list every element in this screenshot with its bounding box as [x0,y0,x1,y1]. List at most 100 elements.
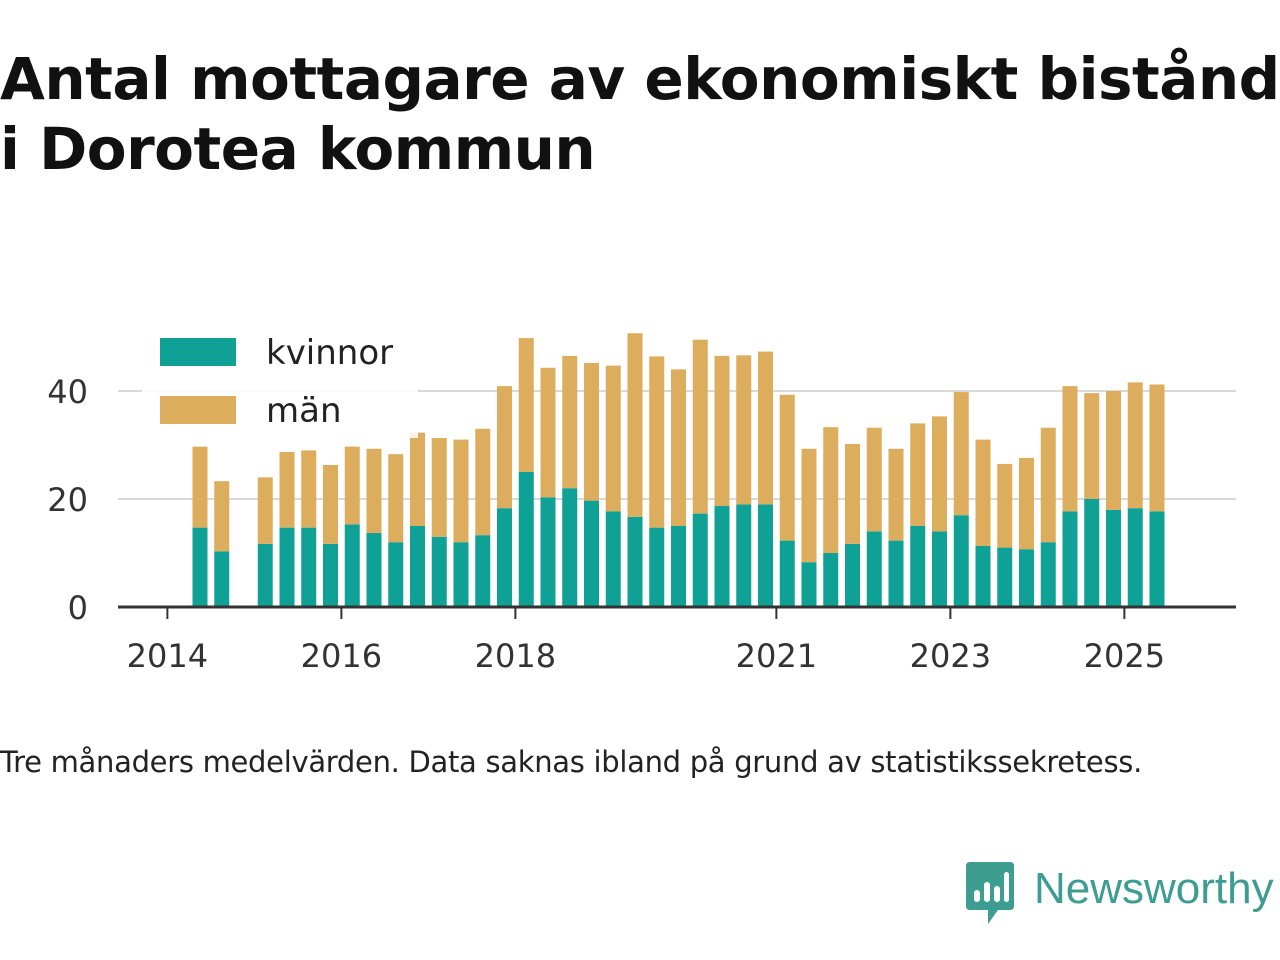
bar-kvinnor [475,535,491,607]
bar-man [953,392,969,516]
bar-man [497,386,512,509]
bar-man [453,439,469,543]
bar-man [562,355,578,489]
newsworthy-logo-icon [966,862,1014,924]
bar-man [888,448,904,541]
bar-kvinnor [736,504,752,607]
bar-kvinnor [323,543,338,607]
bar-kvinnor [845,543,860,607]
bar-man [1127,382,1143,509]
bar-kvinnor [1084,499,1100,607]
bar-kvinnor [562,488,578,607]
bar-man [1084,393,1100,499]
legend-label: kvinnor [266,333,393,373]
bar-kvinnor [997,547,1013,607]
bar-kvinnor [823,553,839,607]
bar-man [845,443,860,544]
bar-kvinnor [431,536,447,607]
bar-man [758,351,773,505]
brand-name: Newsworthy [1034,864,1274,913]
bar-kvinnor [779,540,795,607]
brand-logo[interactable]: Newsworthy [964,862,1280,928]
bar-man [192,446,208,528]
bar-kvinnor [714,506,730,607]
x-tick-label: 2016 [301,637,382,675]
bar-kvinnor [910,526,926,607]
axes: 0 20 40 2014 2016 2018 2021 2023 2025 [47,373,1236,675]
bar-kvinnor [1019,549,1034,607]
bar-man [1149,384,1165,512]
bar-man [301,450,317,528]
bar-kvinnor [953,515,969,607]
bar-man [692,339,708,514]
x-tick-label: 2014 [127,637,208,675]
bar-kvinnor [627,516,643,607]
legend-swatch-man [160,396,236,424]
bar-man [475,428,491,536]
bar-man [388,454,404,543]
bars [192,333,1165,607]
y-tick-label: 0 [68,589,88,627]
legend: kvinnor män [142,318,418,438]
bar-kvinnor [932,531,947,607]
bar-man [214,481,230,552]
y-tick-label: 40 [47,373,88,411]
bar-kvinnor [888,540,904,607]
bar-kvinnor [388,542,404,607]
bar-kvinnor [279,527,295,607]
bar-kvinnor [518,472,534,607]
bar-man [1040,427,1056,543]
x-tick-label: 2021 [736,637,817,675]
y-tick-label: 20 [47,481,88,519]
chart: 0 20 40 2014 2016 2018 2021 2023 2025 kvinnor män [47,318,1236,675]
bar-kvinnor [692,513,708,607]
bar-man [932,416,947,532]
bar-kvinnor [257,543,273,607]
bar-kvinnor [1062,511,1078,607]
bar-kvinnor [1127,508,1143,607]
bar-man [627,333,643,517]
bar-man [410,432,425,526]
bar-man [540,367,556,498]
bar-man [584,362,599,501]
bar-man [344,446,360,525]
bar-kvinnor [584,500,599,607]
legend-label: män [266,391,342,431]
bar-kvinnor [366,533,382,607]
bar-man [779,394,795,541]
bar-man [605,365,621,512]
legend-swatch-kvinnor [160,338,236,366]
bar-kvinnor [301,527,317,607]
bar-man [1106,391,1121,510]
bar-kvinnor [649,527,665,607]
bar-man [736,355,752,505]
bar-kvinnor [540,497,556,607]
bar-kvinnor [1106,509,1121,607]
bar-man [1019,457,1034,550]
bar-kvinnor [344,524,360,607]
bar-man [366,448,382,534]
bar-man [323,464,338,544]
bar-kvinnor [671,526,686,607]
x-tick-label: 2025 [1084,637,1165,675]
x-tick-label: 2018 [475,637,556,675]
bar-kvinnor [192,527,208,607]
bar-kvinnor [214,551,230,607]
bar-man [431,437,447,537]
bar-man [1062,386,1078,512]
bar-kvinnor [975,545,991,607]
bar-man [518,338,534,472]
bar-kvinnor [1040,542,1056,607]
bar-kvinnor [801,562,817,607]
chart-title: Antal mottagare av ekonomiskt bistånd i … [0,45,1280,183]
bar-man [671,369,686,526]
bar-kvinnor [1149,511,1165,607]
bar-man [823,427,839,553]
bar-man [997,463,1013,548]
bar-man [910,423,926,526]
bar-man [649,356,665,528]
footnote: Tre månaders medelvärden. Data saknas ib… [0,745,1142,779]
bar-man [714,355,730,507]
bar-kvinnor [453,542,469,607]
bar-kvinnor [605,511,621,607]
